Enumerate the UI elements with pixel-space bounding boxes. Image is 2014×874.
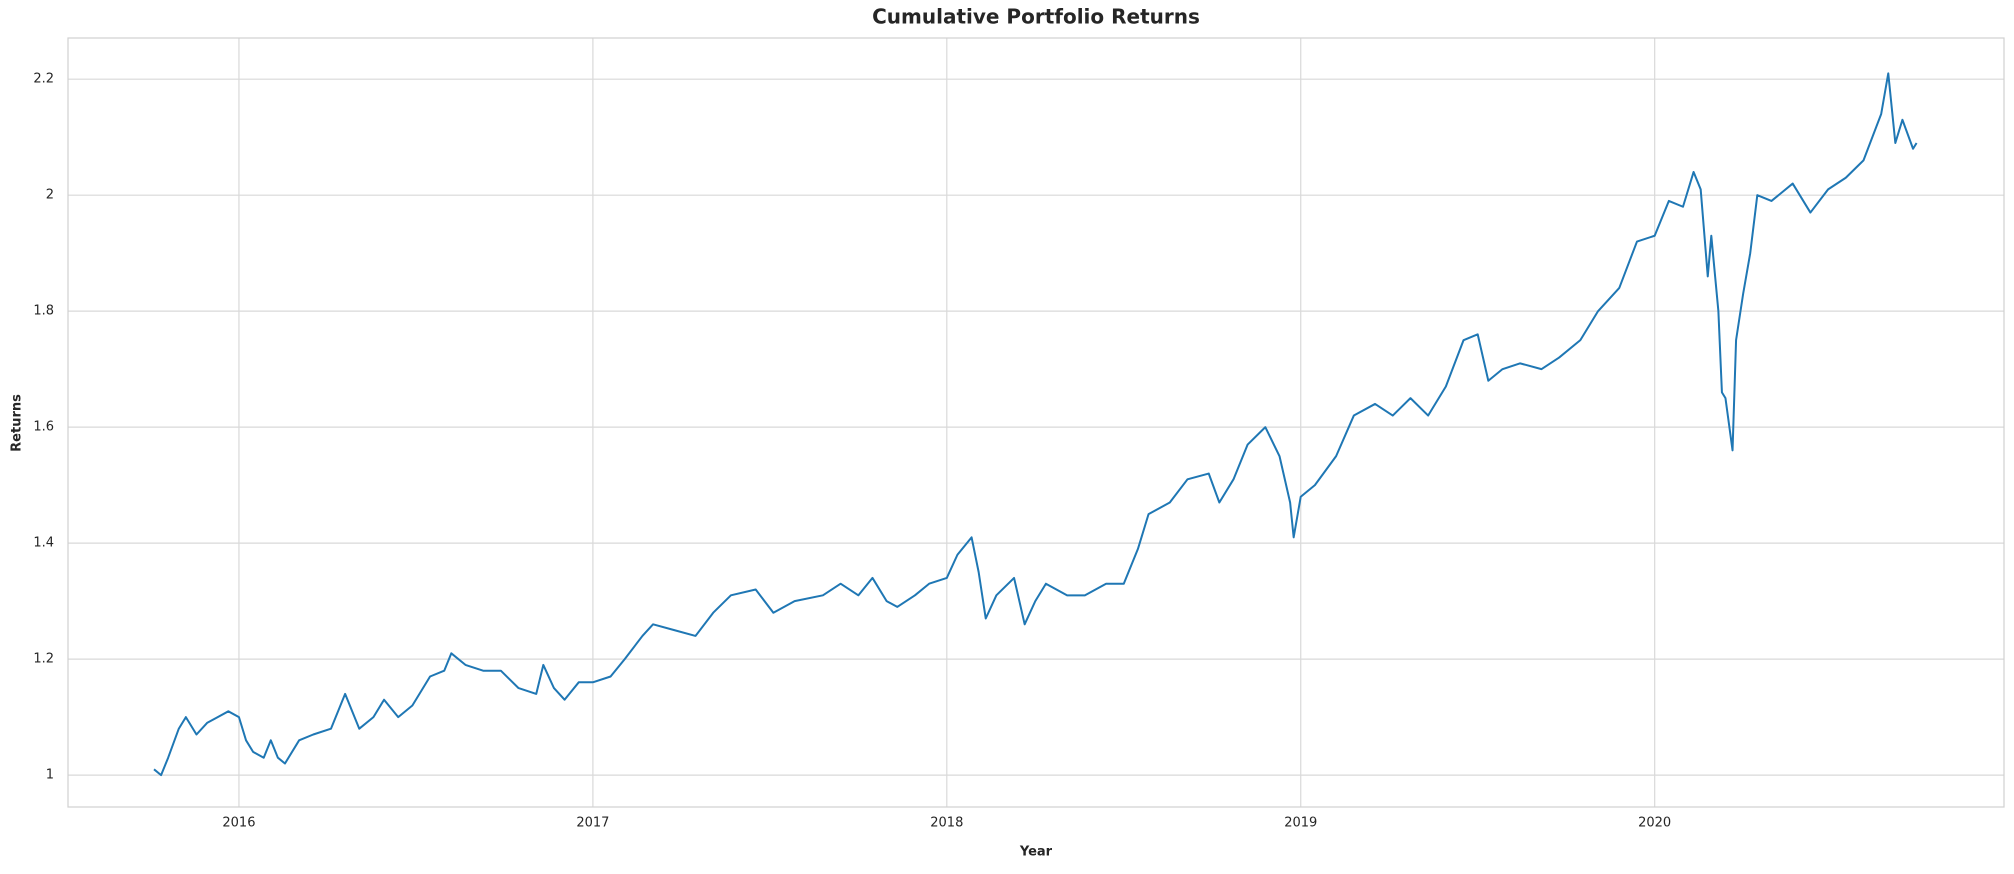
y-axis-label: Returns (10, 394, 25, 452)
y-tick-label: 2.2 (33, 72, 54, 87)
y-tick-label: 1 (46, 768, 54, 783)
chart-title: Cumulative Portfolio Returns (872, 5, 1200, 29)
plot-frame (67, 37, 2005, 808)
x-tick-label: 2019 (1284, 816, 1317, 831)
x-tick-label: 2016 (222, 816, 255, 831)
y-tick-label: 2 (46, 188, 54, 203)
line-series (153, 72, 1918, 777)
x-axis-label: Year (1019, 845, 1053, 860)
x-tick-label: 2020 (1638, 816, 1671, 831)
y-tick-label: 1.2 (33, 652, 54, 667)
y-tick-label: 1.4 (33, 536, 54, 551)
y-tick-label: 1.8 (33, 304, 54, 319)
x-tick-label: 2018 (930, 816, 963, 831)
y-tick-label: 1.6 (33, 420, 54, 435)
x-tick-label: 2017 (576, 816, 609, 831)
